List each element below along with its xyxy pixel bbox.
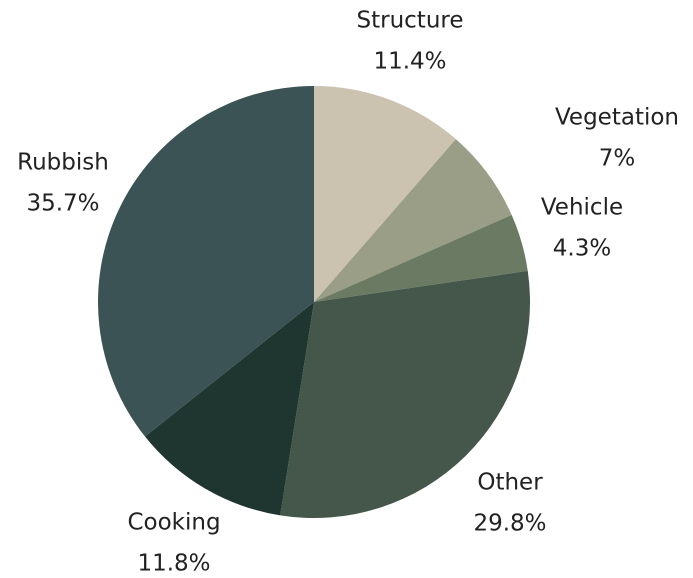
slice-label: Vehicle: [541, 195, 623, 221]
slice-value-label: 11.8%: [137, 551, 210, 577]
pie-slice: [280, 270, 530, 518]
slice-value-label: 4.3%: [553, 236, 611, 262]
slice-label: Rubbish: [17, 150, 109, 176]
slice-value-label: 35.7%: [26, 191, 99, 217]
pie-slice: [314, 214, 528, 302]
slice-label: Structure: [357, 8, 464, 34]
slice-value-label: 7%: [599, 146, 636, 172]
pie-slice: [314, 86, 456, 302]
slice-label: Cooking: [127, 510, 220, 536]
slice-label: Vegetation: [555, 105, 679, 131]
slice-value-label: 11.4%: [373, 49, 446, 75]
pie-slice: [314, 139, 512, 302]
pie-slice: [145, 302, 314, 516]
pie-slice: [98, 86, 314, 437]
slice-label: Other: [477, 470, 543, 496]
slice-value-label: 29.8%: [473, 511, 546, 537]
